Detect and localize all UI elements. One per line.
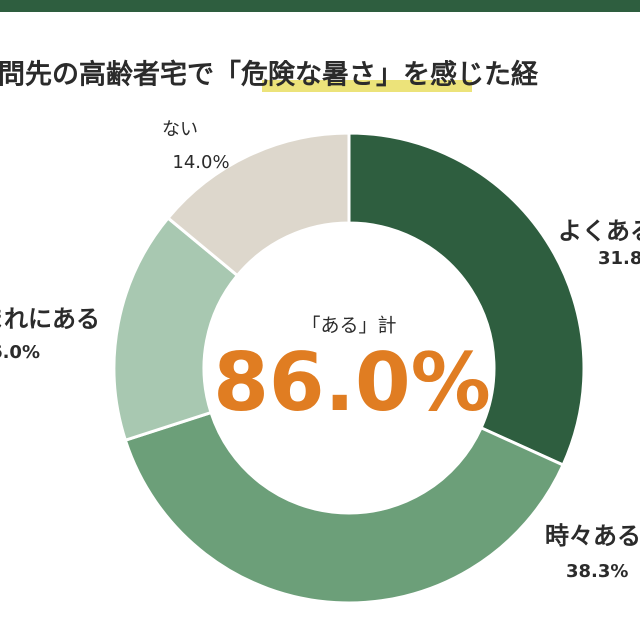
donut-slice bbox=[165, 131, 351, 278]
center-label: 「ある」計 bbox=[301, 315, 396, 337]
title-highlight bbox=[262, 80, 472, 92]
category-label: よくある bbox=[558, 217, 640, 245]
header-bar bbox=[0, 0, 640, 12]
donut-slice bbox=[347, 131, 586, 467]
chart-title: 問先の高齢者宅で「危険な暑さ」を感じた経 bbox=[0, 59, 539, 91]
donut-slice bbox=[123, 410, 566, 605]
value-label: 16.0% bbox=[0, 342, 40, 363]
value-label: 38.3% bbox=[566, 561, 628, 582]
category-label: ない bbox=[162, 119, 198, 140]
category-label: まれにある bbox=[0, 305, 100, 333]
value-label: 14.0% bbox=[172, 152, 229, 173]
donut bbox=[112, 131, 586, 605]
category-label: 時々ある bbox=[545, 522, 640, 550]
center-value: 86.0% bbox=[213, 336, 491, 429]
value-label: 31.8% bbox=[598, 248, 640, 269]
